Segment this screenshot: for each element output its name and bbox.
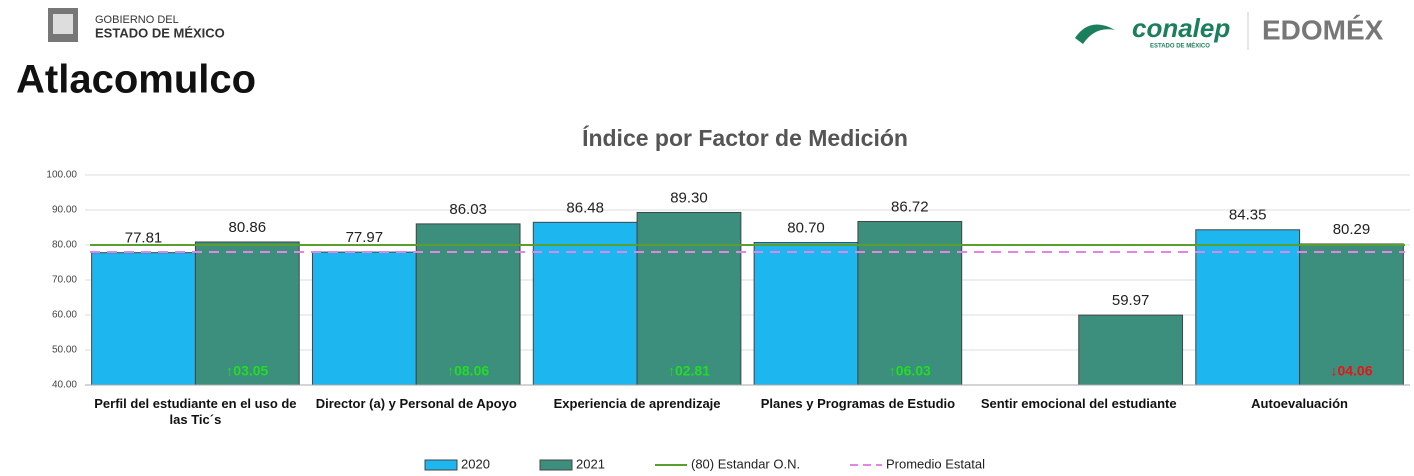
legend-swatch [424,459,458,471]
value-label: 84.35 [1229,207,1267,224]
legend-label: Promedio Estatal [886,456,985,471]
value-label: 86.03 [449,201,487,218]
brand-sub: ESTADO DE MÉXICO [1150,42,1210,50]
bar [194,241,300,386]
bar [1299,243,1404,386]
value-label: 80.86 [229,219,267,236]
difference-label: ↓04.06 [1330,363,1372,379]
legend-label: 2021 [576,456,605,471]
page-title: Atlacomulco [16,58,256,102]
value-label: 80.70 [787,220,825,237]
bar [636,211,742,386]
difference-label: ↑02.81 [668,363,710,379]
gov-line2: ESTADO DE MÉXICO [95,25,225,40]
value-label: 86.48 [566,199,604,216]
y-tick-label: 60.00 [52,310,77,321]
bar [91,252,196,386]
brand-logo [1075,24,1115,44]
y-tick-label: 50.00 [52,345,77,356]
edomex: EDOMÉX [1262,14,1384,45]
value-label: 59.97 [1112,292,1150,309]
bar [1078,314,1184,386]
chart-title: Índice por Factor de Medición [582,124,908,151]
bar [532,221,638,386]
value-label: 89.30 [670,189,708,206]
value-label: 77.97 [346,229,384,246]
bar [857,220,963,386]
difference-label: ↑08.06 [447,363,489,379]
x-tick-label: Autoevaluación [1251,396,1348,411]
bar [415,223,521,386]
legend-swatch [539,459,573,471]
y-tick-label: 90.00 [52,205,77,216]
value-label: 77.81 [125,230,163,247]
x-tick-label: Sentir emocional del estudiante [980,396,1177,411]
bar [753,242,859,386]
value-label: 80.29 [1333,221,1371,238]
y-tick-label: 80.00 [52,240,77,251]
bar [311,251,417,386]
y-tick-label: 40.00 [52,380,77,391]
value-label: 86.72 [891,198,929,215]
brand: conalep [1132,13,1230,43]
x-tick-label: Director (a) y Personal de Apoyo [315,396,517,411]
x-tick-label: Planes y Programas de Estudio [760,396,956,411]
y-tick-label: 70.00 [52,275,77,286]
difference-label: ↑06.03 [889,363,931,379]
gov-logo-inner [53,14,73,34]
difference-label: ↑03.05 [226,363,268,379]
legend-label: (80) Estandar O.N. [691,456,800,471]
legend-label: 2020 [461,456,490,471]
x-tick-label: Experiencia de aprendizaje [553,396,721,411]
gov-line1: GOBIERNO DEL [95,14,179,26]
bar [1195,229,1301,386]
x-tick-label: Perfil del estudiante en el uso de las T… [94,396,297,427]
y-tick-label: 100.00 [46,170,77,181]
